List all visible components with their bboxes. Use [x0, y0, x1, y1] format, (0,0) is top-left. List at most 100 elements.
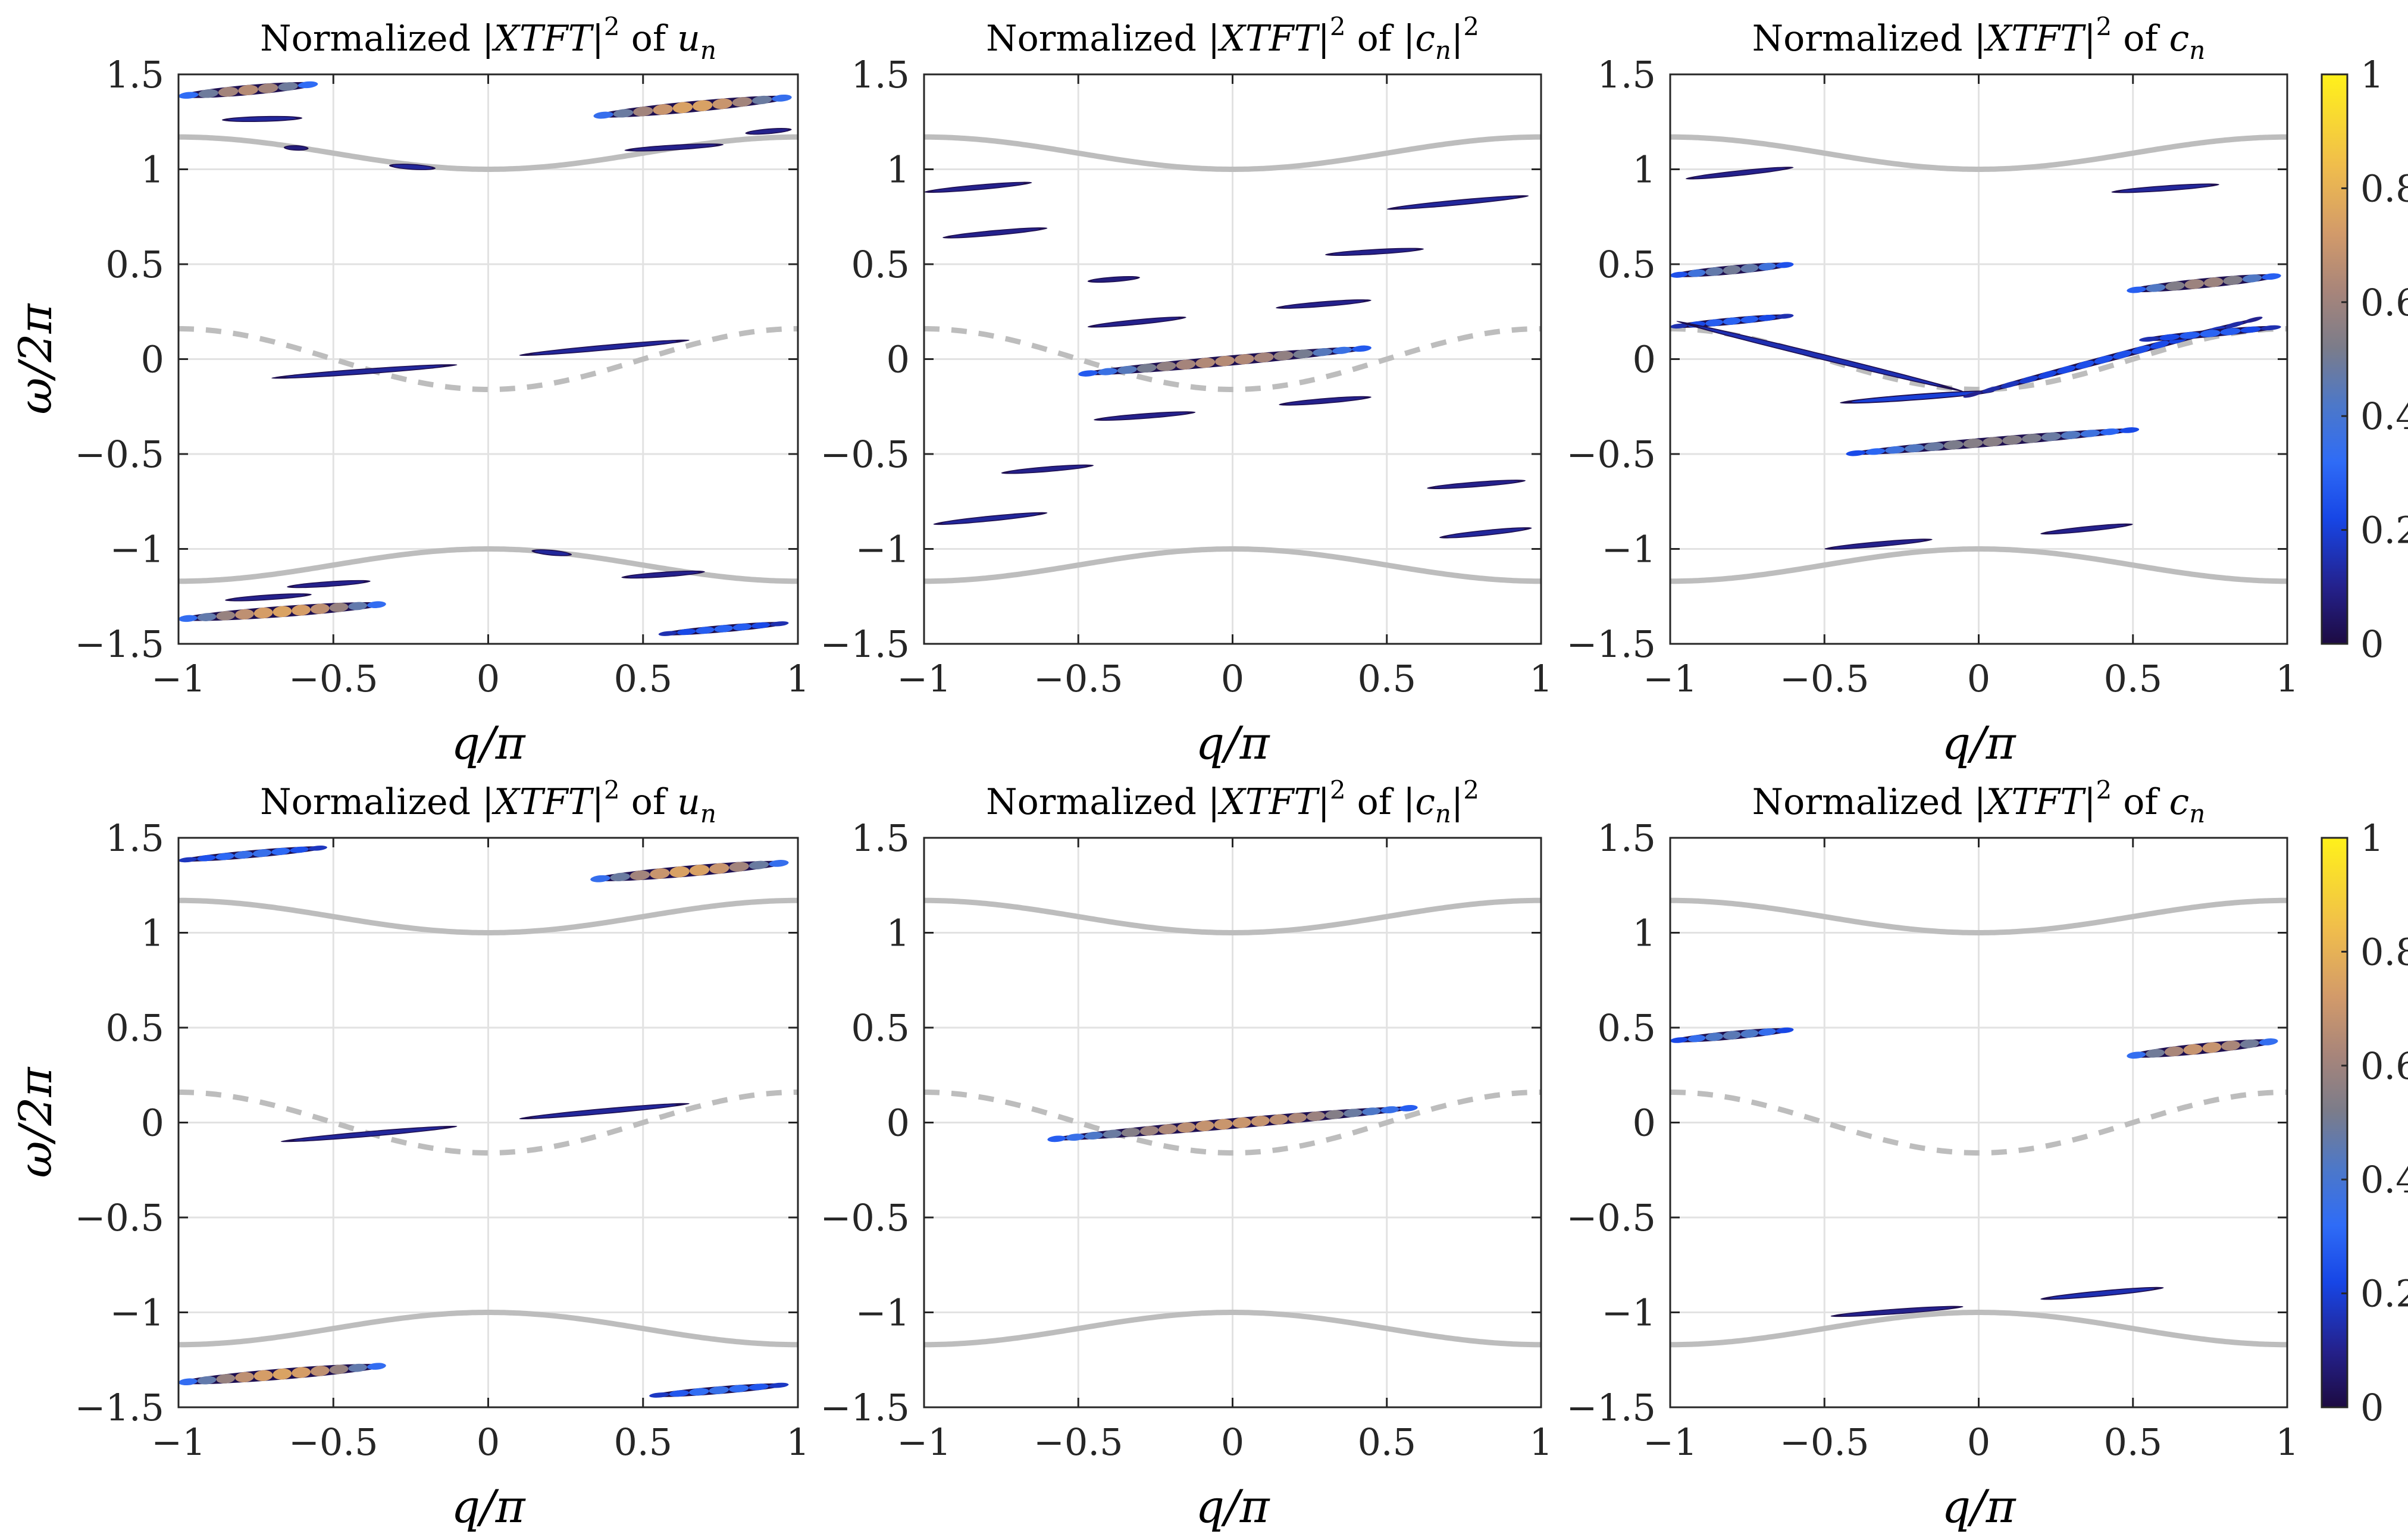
- title-sup: 2: [604, 775, 620, 805]
- band-middle-dashed-curve: [924, 326, 1541, 392]
- title-bar-open: |: [1403, 781, 1415, 823]
- title-bar-close: |: [1451, 18, 1463, 60]
- x-tick-label: 0: [477, 657, 500, 700]
- title-space: [1197, 781, 1208, 823]
- y-tick-label: 1.5: [851, 816, 910, 860]
- streak-core: [285, 365, 444, 378]
- streak-cell: [1195, 1120, 1214, 1132]
- streak-cell: [749, 860, 769, 869]
- streak-cell: [2200, 330, 2221, 337]
- title-sub: n: [1435, 799, 1451, 828]
- x-tick-label: −0.5: [1034, 1420, 1123, 1464]
- streak-cell: [271, 847, 290, 856]
- streak: [519, 339, 690, 356]
- y-tick-label: −1: [856, 1291, 910, 1335]
- title-sub: n: [700, 36, 716, 65]
- streak: [2127, 1038, 2278, 1059]
- streak: [179, 1363, 386, 1386]
- streak-cell: [258, 83, 278, 93]
- band-middle-dashed-curve: [179, 326, 798, 392]
- streak-cell: [1098, 368, 1117, 375]
- streak-cell: [1705, 267, 1723, 276]
- title-var: c: [1415, 18, 1435, 60]
- title-sup2: 2: [1463, 775, 1479, 805]
- title-sup: 2: [1330, 775, 1346, 805]
- y-tick-label: 1: [1633, 148, 1656, 192]
- title-expr: |XTFT|: [1974, 18, 2096, 60]
- streak-cell: [2223, 276, 2243, 285]
- streak-cell: [2242, 274, 2262, 283]
- streak-cell: [2259, 1038, 2278, 1045]
- streak-cell: [630, 870, 650, 881]
- title-space: [666, 781, 677, 823]
- streak-cell: [696, 627, 715, 634]
- x-tick-label: −0.5: [1034, 657, 1123, 700]
- y-tick-label: 0.5: [105, 1006, 164, 1050]
- streak: [179, 846, 327, 863]
- x-tick-label: 0: [477, 1420, 500, 1464]
- title-space: [666, 18, 677, 60]
- streak-cell: [1117, 365, 1137, 374]
- colorbar-tick-label: 0.6: [2360, 1044, 2408, 1088]
- x-tick-label: 1: [2275, 657, 2299, 700]
- streak: [179, 81, 318, 99]
- streak-cell: [2038, 371, 2057, 379]
- streak-cell: [1963, 439, 1983, 448]
- streak-cell: [278, 82, 298, 91]
- y-tick-label: −0.5: [74, 433, 164, 476]
- streak-core: [2049, 1288, 2155, 1299]
- streak-core: [231, 594, 305, 600]
- heatmap-streaks: [179, 81, 792, 636]
- streak-cell: [658, 631, 678, 636]
- y-tick-label: 0: [1633, 338, 1656, 381]
- band-lower-curve: [1670, 1310, 2287, 1348]
- y-tick-label: 1.5: [105, 816, 164, 860]
- title-of: of: [2123, 18, 2160, 60]
- streak-core: [1397, 196, 1518, 209]
- streak-cell: [2119, 427, 2140, 433]
- streak-core: [2119, 184, 2212, 192]
- panel-title: Normalized |XTFT|2 of cn: [1752, 775, 2206, 828]
- heatmap-streaks: [1670, 1027, 2278, 1317]
- streak: [1087, 276, 1140, 283]
- streak-cell: [1758, 1028, 1776, 1036]
- x-tick-label: −1: [151, 1420, 205, 1464]
- x-axis-label: q/π: [1942, 1480, 2016, 1533]
- streak-cell: [1885, 446, 1905, 454]
- streak-cell: [197, 854, 216, 862]
- panel-title: Normalized |XTFT|2 of un: [260, 775, 716, 828]
- streak-cell: [2075, 360, 2094, 369]
- streak: [933, 512, 1048, 525]
- streak-cell: [310, 603, 330, 614]
- streak: [1830, 1306, 1964, 1317]
- streak-cell: [348, 602, 368, 611]
- title-sup: 2: [2096, 775, 2112, 805]
- title-bar-close: |: [1451, 781, 1463, 823]
- streak-cell: [672, 102, 693, 114]
- streak: [1078, 345, 1371, 377]
- streak-cell: [709, 1386, 729, 1394]
- y-tick-label: 0: [141, 338, 164, 381]
- band-middle-dashed-curve: [1670, 326, 2287, 392]
- streak-cell: [2202, 1042, 2222, 1053]
- streak-core: [1283, 300, 1364, 308]
- streak-cell: [238, 84, 258, 95]
- streak-cell: [1136, 364, 1157, 372]
- streak-core: [627, 571, 699, 578]
- y-tick-label: −0.5: [820, 433, 910, 476]
- streak: [1001, 464, 1094, 474]
- streak-cell: [348, 1363, 368, 1372]
- band-middle-dashed-curve: [924, 1090, 1541, 1156]
- streak-cell: [2019, 375, 2038, 384]
- panel-title: Normalized |XTFT|2 of un: [260, 12, 716, 65]
- y-axis-label: ω/2π: [9, 303, 62, 415]
- x-tick-label: −0.5: [289, 1420, 378, 1464]
- x-tick-label: 0.5: [2103, 1420, 2162, 1464]
- streak-cell: [1943, 440, 1964, 450]
- streak: [1824, 539, 1933, 550]
- streak-cell: [234, 850, 253, 859]
- curves: [1670, 134, 2287, 584]
- title-sup: 2: [1330, 12, 1346, 41]
- streak-cell: [2225, 321, 2244, 328]
- streak-cell: [1273, 350, 1294, 361]
